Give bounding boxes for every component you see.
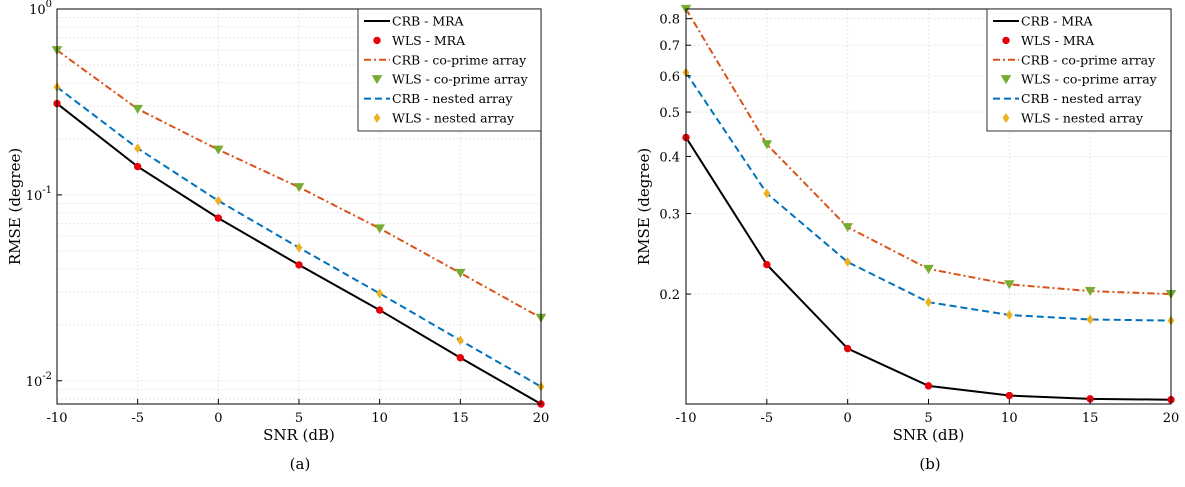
data-point — [1005, 310, 1013, 320]
y-axis-label: RMSE (degree) — [635, 148, 653, 265]
y-tick-label: 0.7 — [659, 39, 680, 54]
x-tick-label: 15 — [1082, 411, 1099, 426]
y-tick-exponent: -1 — [42, 185, 52, 196]
x-tick-label: 0 — [214, 411, 222, 426]
legend-entry: CRB - MRA — [392, 14, 465, 29]
data-point — [844, 257, 852, 267]
y-tick-label: 0.8 — [659, 13, 680, 28]
x-tick-label: 10 — [371, 411, 388, 426]
data-point — [761, 140, 773, 150]
y-axis-label: RMSE (degree) — [6, 148, 24, 265]
x-tick-label: -10 — [676, 411, 697, 426]
legend: CRB - MRA WLS - MRA CRB - co-prime array WL… — [357, 8, 542, 132]
x-tick-label: 15 — [452, 411, 469, 426]
data-point — [923, 264, 934, 274]
data-point — [843, 344, 852, 353]
x-tick-label: 5 — [295, 411, 303, 426]
legend-entry: CRB - MRA — [1021, 14, 1094, 29]
data-point — [1084, 287, 1096, 297]
data-point — [763, 188, 771, 199]
x-tick-label: 0 — [844, 411, 852, 426]
y-tick-base: 10 — [29, 3, 46, 18]
chart-b: -10 -5 0 5 10 15 20 0.2 0.3 0.4 0.5 0.6 0.7 0.8 SNR (d… — [635, 4, 1180, 473]
legend-entry: CRB - co-prime array — [392, 52, 527, 67]
data-point — [213, 145, 224, 155]
data-point — [1086, 314, 1094, 325]
legend-entry: WLS - nested array — [392, 111, 515, 126]
series-markers-mra — [682, 133, 1175, 404]
series-markers-mra — [53, 99, 545, 408]
data-point — [293, 183, 305, 193]
y-tick-label: 0.6 — [659, 70, 680, 85]
data-point — [295, 242, 303, 253]
data-point — [134, 143, 142, 154]
y-tick-label: 10-2 — [26, 371, 52, 390]
y-tick-base: 10 — [26, 375, 43, 390]
series-markers-coprime — [51, 46, 547, 323]
x-axis-label: SNR (dB) — [263, 426, 335, 444]
data-point — [375, 306, 384, 314]
legend-entry: WLS - co-prime array — [1021, 72, 1158, 87]
x-tick-label: -5 — [131, 411, 144, 426]
legend-entry: CRB - co-prime array — [1021, 52, 1156, 67]
panel-caption: (b) — [919, 455, 940, 473]
data-point — [842, 223, 853, 233]
y-tick-label: 0.5 — [659, 106, 680, 121]
legend-entry: WLS - MRA — [1021, 33, 1095, 48]
data-point — [456, 335, 464, 346]
data-point — [295, 261, 303, 269]
panel-caption: (a) — [290, 455, 311, 473]
y-tick-label: 0.2 — [659, 288, 680, 303]
legend: CRB - MRA WLS - MRA CRB - co-prime array WL… — [986, 8, 1172, 132]
x-axis-label: SNR (dB) — [893, 426, 965, 444]
data-point — [455, 268, 466, 278]
x-tick-label: -5 — [760, 411, 773, 426]
legend-entry: CRB - nested array — [1021, 91, 1142, 106]
y-tick-label: 100 — [29, 0, 52, 18]
legend-entry: CRB - nested array — [392, 91, 513, 106]
x-tick-label: 5 — [924, 411, 932, 426]
data-point — [133, 162, 142, 171]
legend-marker-coprime — [1000, 75, 1012, 85]
x-tick-label: -10 — [47, 411, 68, 426]
legend-marker-mra — [1002, 36, 1010, 45]
legend-entry: WLS - co-prime array — [392, 72, 529, 87]
y-tick-base: 10 — [26, 189, 43, 204]
data-point — [925, 297, 932, 308]
x-tick-label: 20 — [1163, 411, 1180, 426]
data-point — [132, 104, 143, 114]
y-tick-label: 0.3 — [659, 208, 680, 223]
legend-entry: WLS - MRA — [392, 33, 466, 48]
data-point — [374, 224, 385, 234]
legend-marker-mra — [373, 36, 381, 45]
y-tick-exponent: 0 — [46, 0, 52, 10]
legend-marker-nested — [373, 113, 381, 123]
data-point — [1005, 391, 1014, 400]
legend-marker-coprime — [371, 75, 383, 85]
data-point — [924, 382, 933, 390]
y-tick-label: 10-1 — [26, 185, 52, 204]
data-point — [763, 260, 771, 269]
legend-marker-nested — [1002, 113, 1010, 123]
data-point — [214, 195, 222, 206]
legend-box — [357, 8, 542, 132]
x-tick-label: 20 — [533, 411, 550, 426]
legend-entry: WLS - nested array — [1021, 111, 1144, 126]
legend-box — [986, 8, 1172, 132]
data-point — [214, 214, 223, 222]
data-point — [376, 288, 384, 299]
y-tick-exponent: -2 — [42, 371, 52, 382]
data-point — [1004, 280, 1015, 290]
x-tick-label: 10 — [1001, 411, 1018, 426]
y-tick-label: 0.4 — [659, 150, 680, 165]
data-point — [456, 354, 465, 362]
